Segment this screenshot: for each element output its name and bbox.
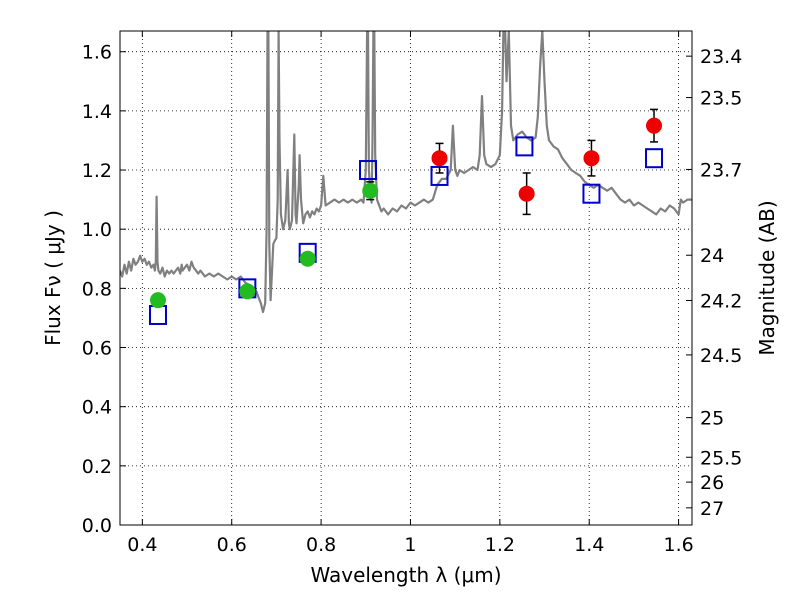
photometry-point (583, 150, 600, 167)
x-tick-label: 0.6 (217, 534, 247, 556)
y-tick-label: 1.6 (82, 42, 112, 64)
x-tick-label: 1.2 (485, 534, 515, 556)
x-tick-label: 0.8 (306, 534, 336, 556)
right-tick-label: 24 (700, 245, 724, 267)
spectrum-line (120, 31, 692, 314)
y-tick-label: 0.0 (82, 515, 112, 537)
y-tick-label: 0.4 (82, 397, 112, 419)
right-tick-label: 26 (700, 472, 724, 494)
right-tick-label: 24.2 (700, 290, 742, 312)
plot-area (120, 31, 692, 314)
right-tick-label: 23.4 (700, 46, 742, 68)
right-tick-label: 23.7 (700, 159, 742, 181)
right-tick-label: 24.5 (700, 345, 742, 367)
x-tick-label: 1.4 (574, 534, 604, 556)
x-tick-label: 1 (404, 534, 416, 556)
model-photometry-square (645, 148, 664, 169)
y-tick-label: 1.4 (82, 101, 112, 123)
y-tick-label: 0.6 (82, 338, 112, 360)
model-photometry-square (359, 160, 378, 181)
x-tick-label: 1.6 (663, 534, 693, 556)
plot-frame (119, 30, 693, 526)
y-tick-label: 0.2 (82, 456, 112, 478)
model-photometry-square (582, 183, 601, 204)
photometry-point (646, 117, 663, 134)
photometry-point (518, 185, 535, 202)
right-tick-label: 27 (700, 498, 724, 520)
photometry-point (239, 283, 256, 300)
right-tick-label: 23.5 (700, 88, 742, 110)
right-axis-label: Magnitude (AB) (755, 200, 779, 355)
axis-ticks: 0.4 0.6 0.8 1 1.2 1.4 1.6 0.0 0.2 0.4 0.6 0.8 1.0 1.2… (82, 31, 742, 556)
data-markers (148, 108, 664, 325)
x-axis-label: Wavelength λ (μm) (310, 563, 501, 587)
right-tick-label: 25.5 (700, 447, 742, 469)
model-photometry-square (515, 136, 534, 157)
y-tick-label: 1.2 (82, 160, 112, 182)
photometry-point (431, 150, 448, 167)
photometry-point (362, 182, 379, 199)
y-axis-label: Flux Fν ( μJy ) (41, 210, 65, 346)
y-tick-label: 1.0 (82, 219, 112, 241)
right-tick-label: 25 (700, 408, 724, 430)
photometry-point (299, 250, 316, 267)
photometry-point (149, 292, 166, 309)
y-tick-label: 0.8 (82, 278, 112, 300)
x-tick-label: 0.4 (127, 534, 157, 556)
